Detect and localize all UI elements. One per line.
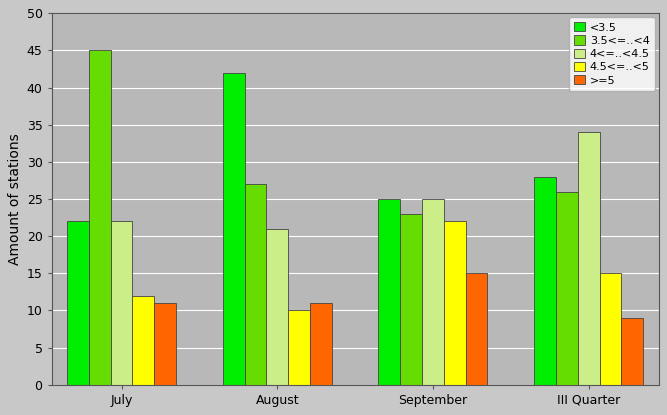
Bar [378, 199, 400, 385]
Bar [578, 132, 600, 385]
Bar [67, 221, 89, 385]
Bar [556, 192, 578, 385]
Bar [111, 221, 133, 385]
Bar [444, 221, 466, 385]
Bar [534, 177, 556, 385]
Bar [223, 73, 245, 385]
Bar [466, 273, 488, 385]
Bar [310, 303, 331, 385]
Bar [621, 318, 643, 385]
Y-axis label: Amount of stations: Amount of stations [8, 133, 22, 265]
Bar [600, 273, 621, 385]
Bar [89, 51, 111, 385]
Bar [266, 229, 288, 385]
Bar [133, 295, 154, 385]
Bar [288, 310, 310, 385]
Legend: <3.5, 3.5<=..<4, 4<=..<4.5, 4.5<=..<5, >=5: <3.5, 3.5<=..<4, 4<=..<4.5, 4.5<=..<5, >… [569, 17, 656, 91]
Bar [422, 199, 444, 385]
Bar [154, 303, 176, 385]
Bar [400, 214, 422, 385]
Bar [245, 184, 266, 385]
